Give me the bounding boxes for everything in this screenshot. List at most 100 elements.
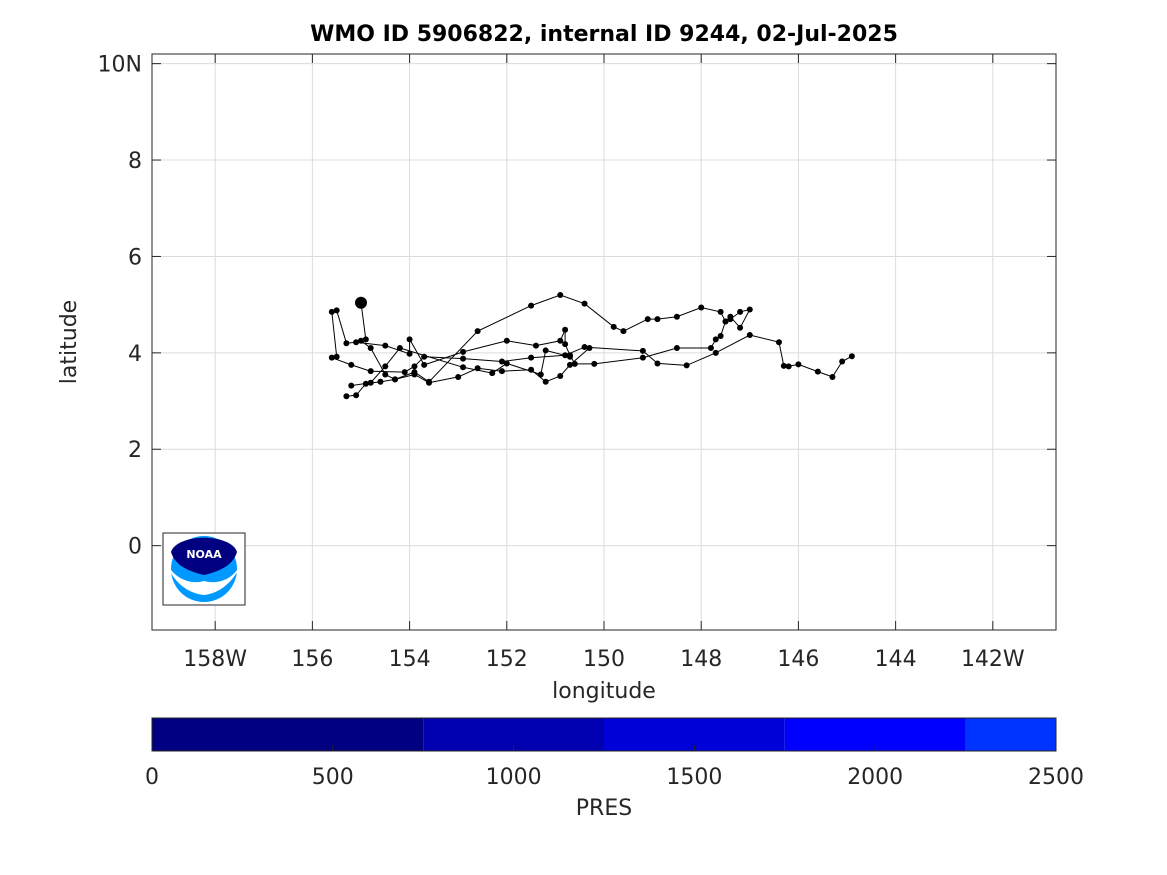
profile-point — [644, 316, 651, 323]
colorbar-segment — [152, 718, 424, 751]
y-tick-label: 10N — [98, 53, 142, 78]
colorbar-tick-label: 1500 — [666, 765, 722, 790]
profile-point — [673, 313, 680, 320]
profile-point — [498, 358, 505, 365]
colorbar-ticks: 0 500 1000 1500 2000 2500 — [145, 745, 1084, 790]
x-tick-label: 158W — [183, 647, 247, 672]
profile-point — [474, 365, 481, 372]
profile-point — [829, 373, 836, 380]
y-tick-label: 6 — [128, 245, 142, 270]
profile-point — [654, 316, 661, 323]
profile-point — [717, 332, 724, 339]
colorbar-segment — [965, 718, 1056, 751]
profile-point — [848, 353, 855, 360]
profile-point — [722, 318, 729, 325]
profile-point — [639, 347, 646, 354]
profile-point — [620, 328, 627, 335]
logo-gull-shape — [166, 561, 242, 595]
profile-point — [639, 354, 646, 361]
profile-point — [839, 358, 846, 365]
profile-point — [421, 353, 428, 360]
y-tick-label: 4 — [128, 342, 142, 367]
profile-point — [562, 352, 569, 359]
profile-point — [455, 373, 462, 380]
profile-point — [557, 292, 564, 299]
profile-point — [712, 349, 719, 356]
y-tick-label: 2 — [128, 438, 142, 463]
profile-point — [460, 355, 467, 362]
profile-point — [328, 354, 335, 361]
profile-point — [367, 368, 374, 375]
profile-point — [357, 337, 364, 344]
x-tick-label: 152 — [486, 647, 528, 672]
profile-point — [460, 348, 467, 355]
profile-point — [362, 336, 369, 343]
y-axis-label: latitude — [57, 300, 82, 384]
y-tick-label: 0 — [128, 535, 142, 560]
profile-point — [814, 368, 821, 375]
profile-point — [474, 328, 481, 335]
profile-point — [581, 300, 588, 307]
profile-point — [727, 313, 734, 320]
grid-lines — [152, 54, 1056, 630]
profile-point — [566, 353, 573, 360]
profile-point — [396, 345, 403, 352]
profile-point — [746, 332, 753, 339]
profile-point — [426, 379, 433, 386]
profile-point — [382, 363, 389, 370]
profile-point — [532, 342, 539, 349]
x-tick-label: 146 — [777, 647, 819, 672]
colorbar-tick-label: 500 — [312, 765, 354, 790]
profile-point — [343, 340, 350, 347]
profile-point — [737, 324, 744, 331]
profile-point — [698, 304, 705, 311]
x-tick-label: 148 — [680, 647, 722, 672]
x-tick-label: 144 — [875, 647, 917, 672]
profile-point — [737, 308, 744, 315]
profile-point — [586, 345, 593, 352]
profile-point — [528, 366, 535, 373]
profile-point — [557, 337, 564, 344]
colorbar-label: PRES — [576, 796, 632, 821]
profile-point — [411, 371, 418, 378]
profile-point — [460, 364, 467, 371]
profile-point — [712, 336, 719, 343]
profile-point — [780, 362, 787, 369]
colorbar: 0 500 1000 1500 2000 2500 PRES — [145, 717, 1084, 821]
profile-point — [382, 342, 389, 349]
profile-point — [562, 326, 569, 333]
colorbar-tick-label: 2000 — [847, 765, 903, 790]
x-tick-label: 154 — [389, 647, 431, 672]
profile-point — [673, 345, 680, 352]
colorbar-tick-label: 2500 — [1028, 765, 1084, 790]
profile-point — [707, 345, 714, 352]
profile-point — [654, 360, 661, 367]
profile-point — [401, 369, 408, 376]
profile-point — [362, 380, 369, 387]
profile-point — [581, 344, 588, 351]
profile-point — [498, 368, 505, 375]
profile-point — [348, 382, 355, 389]
profile-point — [775, 339, 782, 346]
profile-point — [557, 372, 564, 379]
profile-point — [537, 371, 544, 378]
profile-point — [333, 307, 340, 314]
profile-point — [328, 308, 335, 315]
profile-point — [683, 362, 690, 369]
profile-point — [367, 345, 374, 352]
profile-point — [392, 376, 399, 383]
profile-point — [489, 370, 496, 377]
y-axis-ticks: 0 2 4 6 8 10N — [98, 53, 1056, 560]
colorbar-frame — [151, 717, 1057, 752]
profile-point — [421, 361, 428, 368]
x-axis-ticks: 158W 156 154 152 150 148 146 144 142W — [183, 54, 1025, 672]
noaa-logo: NOAA — [162, 532, 246, 606]
profile-point — [503, 337, 510, 344]
profile-point — [528, 302, 535, 309]
profile-point — [348, 361, 355, 368]
x-tick-label: 142W — [961, 647, 1025, 672]
profile-point — [528, 354, 535, 361]
profile-point — [785, 363, 792, 370]
x-tick-label: 156 — [291, 647, 333, 672]
